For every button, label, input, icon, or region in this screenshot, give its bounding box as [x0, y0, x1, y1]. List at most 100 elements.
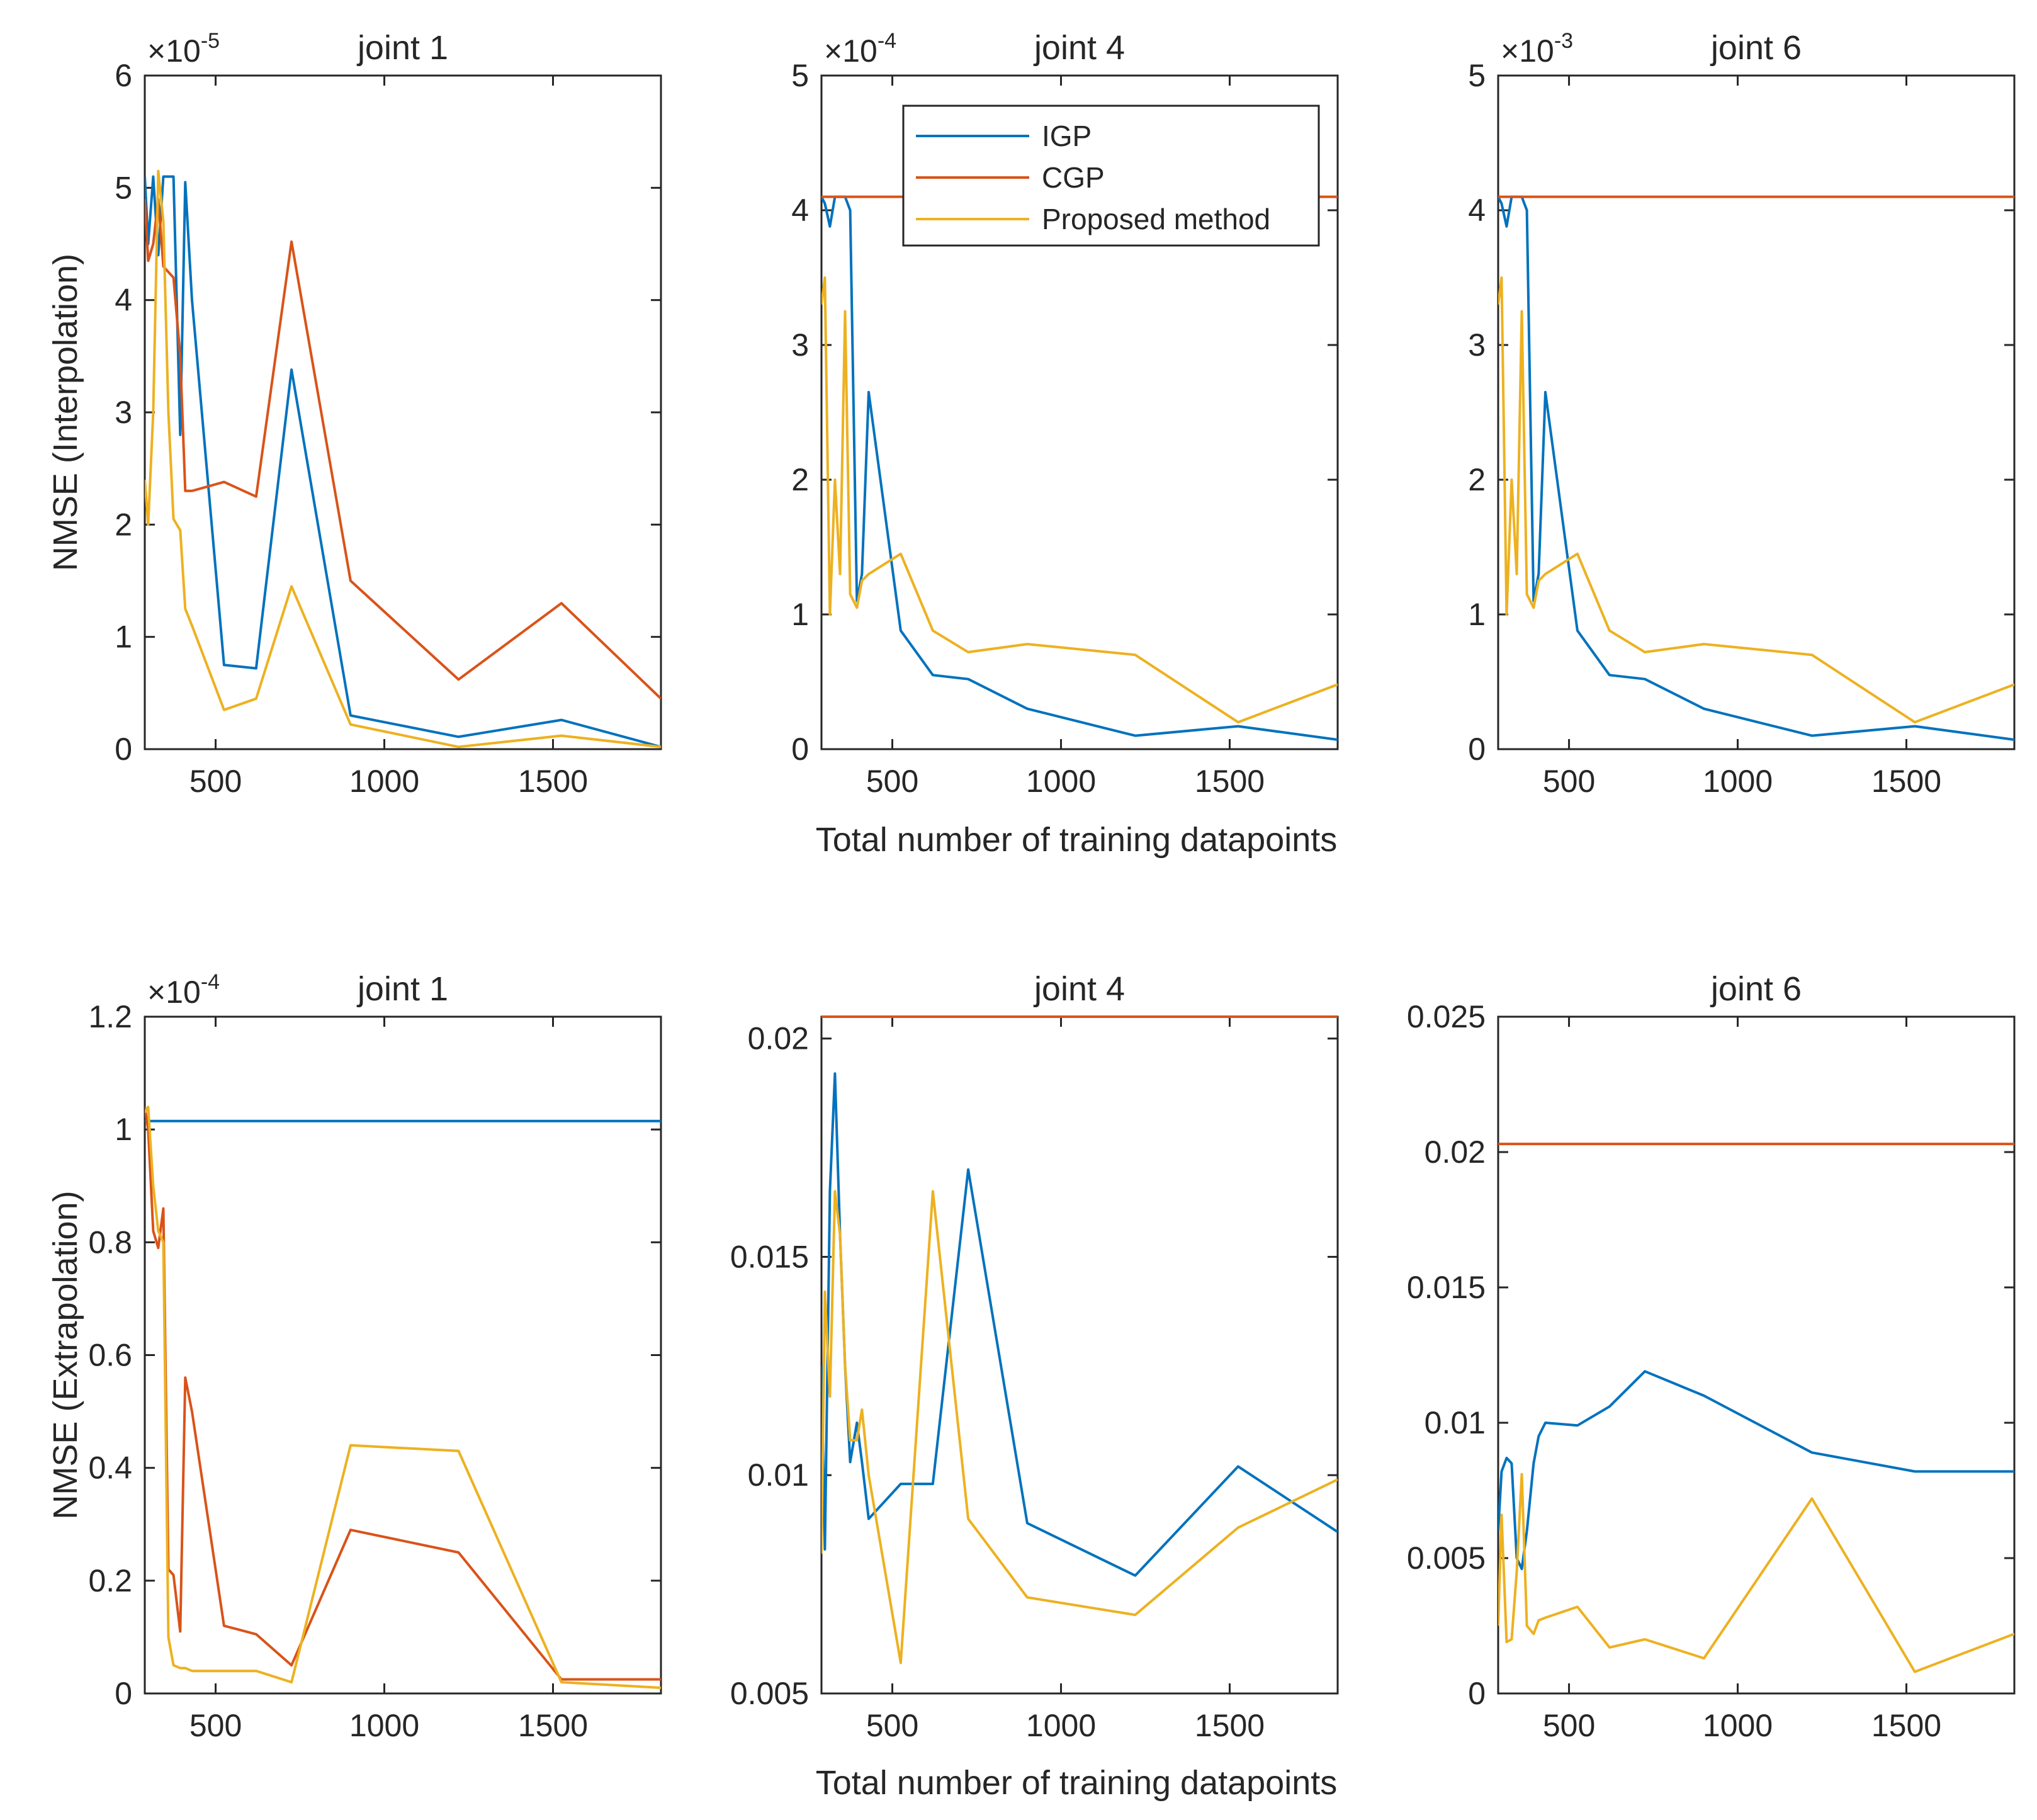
shared-xlabel-top: Total number of training datapoints [816, 821, 1338, 859]
legend-label: IGP [1042, 120, 1092, 152]
y-tick-label: 0.2 [88, 1563, 132, 1598]
y-tick-label: 0.025 [1407, 999, 1486, 1034]
y-tick-label: 2 [115, 507, 132, 542]
y-tick-label: 3 [1468, 327, 1486, 363]
panel-title: joint 4 [1033, 970, 1125, 1008]
x-tick-label: 1500 [1195, 764, 1265, 799]
y-tick-label: 5 [1468, 58, 1486, 93]
y-tick-label: 0.015 [1407, 1270, 1486, 1305]
x-tick-label: 500 [1543, 1708, 1595, 1743]
series-line-proposed-method [145, 169, 661, 749]
legend-box [902, 105, 1320, 247]
series-group [1498, 195, 2014, 741]
axes-frame [144, 74, 662, 750]
series-line-proposed-method [1498, 276, 2014, 724]
y-tick-label: 0 [791, 732, 809, 767]
panel-1: 500 1000 1500 0 1 2 3 4 5 6 ×10-5 joint 1 NMSE (Inte… [47, 29, 662, 799]
x-tick-label: 500 [1543, 764, 1595, 799]
x-tick-label: 1500 [1871, 1708, 1941, 1743]
y-tick-label: 0.02 [748, 1021, 809, 1056]
y-multiplier: ×10-4 [824, 29, 896, 69]
x-tick-label: 1000 [1026, 1708, 1096, 1743]
y-tick-label: 1 [115, 619, 132, 655]
panel-6: 500 1000 1500 0 0.005 0.01 0.015 0.02 0.025 joint… [1407, 970, 2016, 1743]
axes-frame [820, 1015, 1339, 1695]
y-tick-label: 0 [1468, 1676, 1486, 1711]
y-tick-label: 0.01 [748, 1457, 809, 1493]
series-line-igp [821, 1072, 1338, 1577]
series-group [1498, 1143, 2014, 1673]
series-line-igp [1498, 195, 2014, 741]
legend: IGP CGP Proposed method [902, 105, 1320, 247]
x-tick-label: 1000 [1026, 764, 1096, 799]
panel-4: 500 1000 1500 0 0.2 0.4 0.6 0.8 1 1.2 ×10-4 joint 1… [47, 970, 662, 1743]
x-tick-label: 1500 [1871, 764, 1941, 799]
y-tick-label: 2 [1468, 462, 1486, 497]
y-tick-label: 6 [115, 58, 132, 93]
series-line-cgp [145, 1107, 661, 1681]
y-tick-label: 0 [1468, 732, 1486, 767]
y-tick-label: 0.4 [88, 1450, 132, 1486]
axes-frame [1497, 1015, 2016, 1695]
y-tick-label: 0.8 [88, 1224, 132, 1260]
panel-title: joint 6 [1710, 29, 1802, 67]
x-tick-label: 500 [189, 764, 242, 799]
series-line-igp [821, 195, 1338, 741]
y-tick-label: 0.015 [730, 1239, 809, 1274]
series-group [145, 1105, 661, 1689]
y-tick-label: 3 [791, 327, 809, 363]
y-tick-label: 0.005 [1407, 1540, 1486, 1576]
x-tick-label: 500 [866, 1708, 918, 1743]
y-tick-label: 4 [791, 193, 809, 228]
x-tick-label: 1500 [518, 1708, 588, 1743]
axes-frame [1497, 74, 2016, 750]
shared-xlabel-bottom: Total number of training datapoints [816, 1764, 1338, 1802]
y-multiplier: ×10-5 [147, 29, 220, 69]
series-line-igp [1498, 1370, 2014, 1571]
y-multiplier: ×10-3 [1501, 29, 1573, 69]
legend-label: Proposed method [1042, 203, 1270, 235]
y-multiplier: ×10-4 [147, 970, 220, 1010]
panel-title: joint 1 [356, 970, 448, 1008]
y-tick-label: 0.02 [1425, 1134, 1486, 1170]
y-tick-label: 0 [115, 1676, 132, 1711]
y-tick-label: 5 [791, 58, 809, 93]
panel-2: 500 1000 1500 0 1 2 3 4 5 ×10-4 joint 4 IGP CGP Propo… [791, 29, 1339, 799]
panel-title: joint 6 [1710, 970, 1802, 1008]
axes-frame [144, 1015, 662, 1695]
series-line-proposed-method [821, 1190, 1338, 1665]
y-tick-label: 1 [791, 597, 809, 632]
x-tick-label: 1500 [518, 764, 588, 799]
panel-title: joint 1 [356, 29, 448, 67]
y-tick-label: 0.6 [88, 1338, 132, 1373]
series-group [145, 169, 661, 749]
y-tick-label: 4 [1468, 193, 1486, 228]
y-tick-label: 0.005 [730, 1676, 809, 1711]
panel-title: joint 4 [1033, 29, 1125, 67]
y-tick-label: 0.01 [1425, 1405, 1486, 1440]
x-tick-label: 500 [189, 1708, 242, 1743]
y-tick-label: 1 [115, 1112, 132, 1147]
x-tick-label: 500 [866, 764, 918, 799]
y-tick-label: 1 [1468, 597, 1486, 632]
x-tick-label: 1000 [349, 1708, 419, 1743]
x-tick-label: 1000 [1703, 1708, 1773, 1743]
panel-5: 500 1000 1500 0.005 0.01 0.015 0.02 joint 4 [730, 970, 1339, 1743]
series-line-proposed-method [1498, 1472, 2014, 1673]
y-axis-label: NMSE (Extrapolation) [47, 1190, 84, 1519]
x-tick-label: 1000 [1703, 764, 1773, 799]
series-group [821, 1015, 1338, 1665]
y-tick-label: 2 [791, 462, 809, 497]
x-tick-label: 1500 [1195, 1708, 1265, 1743]
legend-label: CGP [1042, 161, 1105, 194]
y-tick-label: 0 [115, 732, 132, 767]
series-line-proposed-method [145, 1105, 661, 1689]
x-tick-label: 1000 [349, 764, 419, 799]
y-tick-label: 5 [115, 170, 132, 205]
y-tick-label: 1.2 [88, 999, 132, 1034]
y-tick-label: 3 [115, 395, 132, 430]
y-tick-label: 4 [115, 283, 132, 318]
series-line-proposed-method [821, 276, 1338, 724]
